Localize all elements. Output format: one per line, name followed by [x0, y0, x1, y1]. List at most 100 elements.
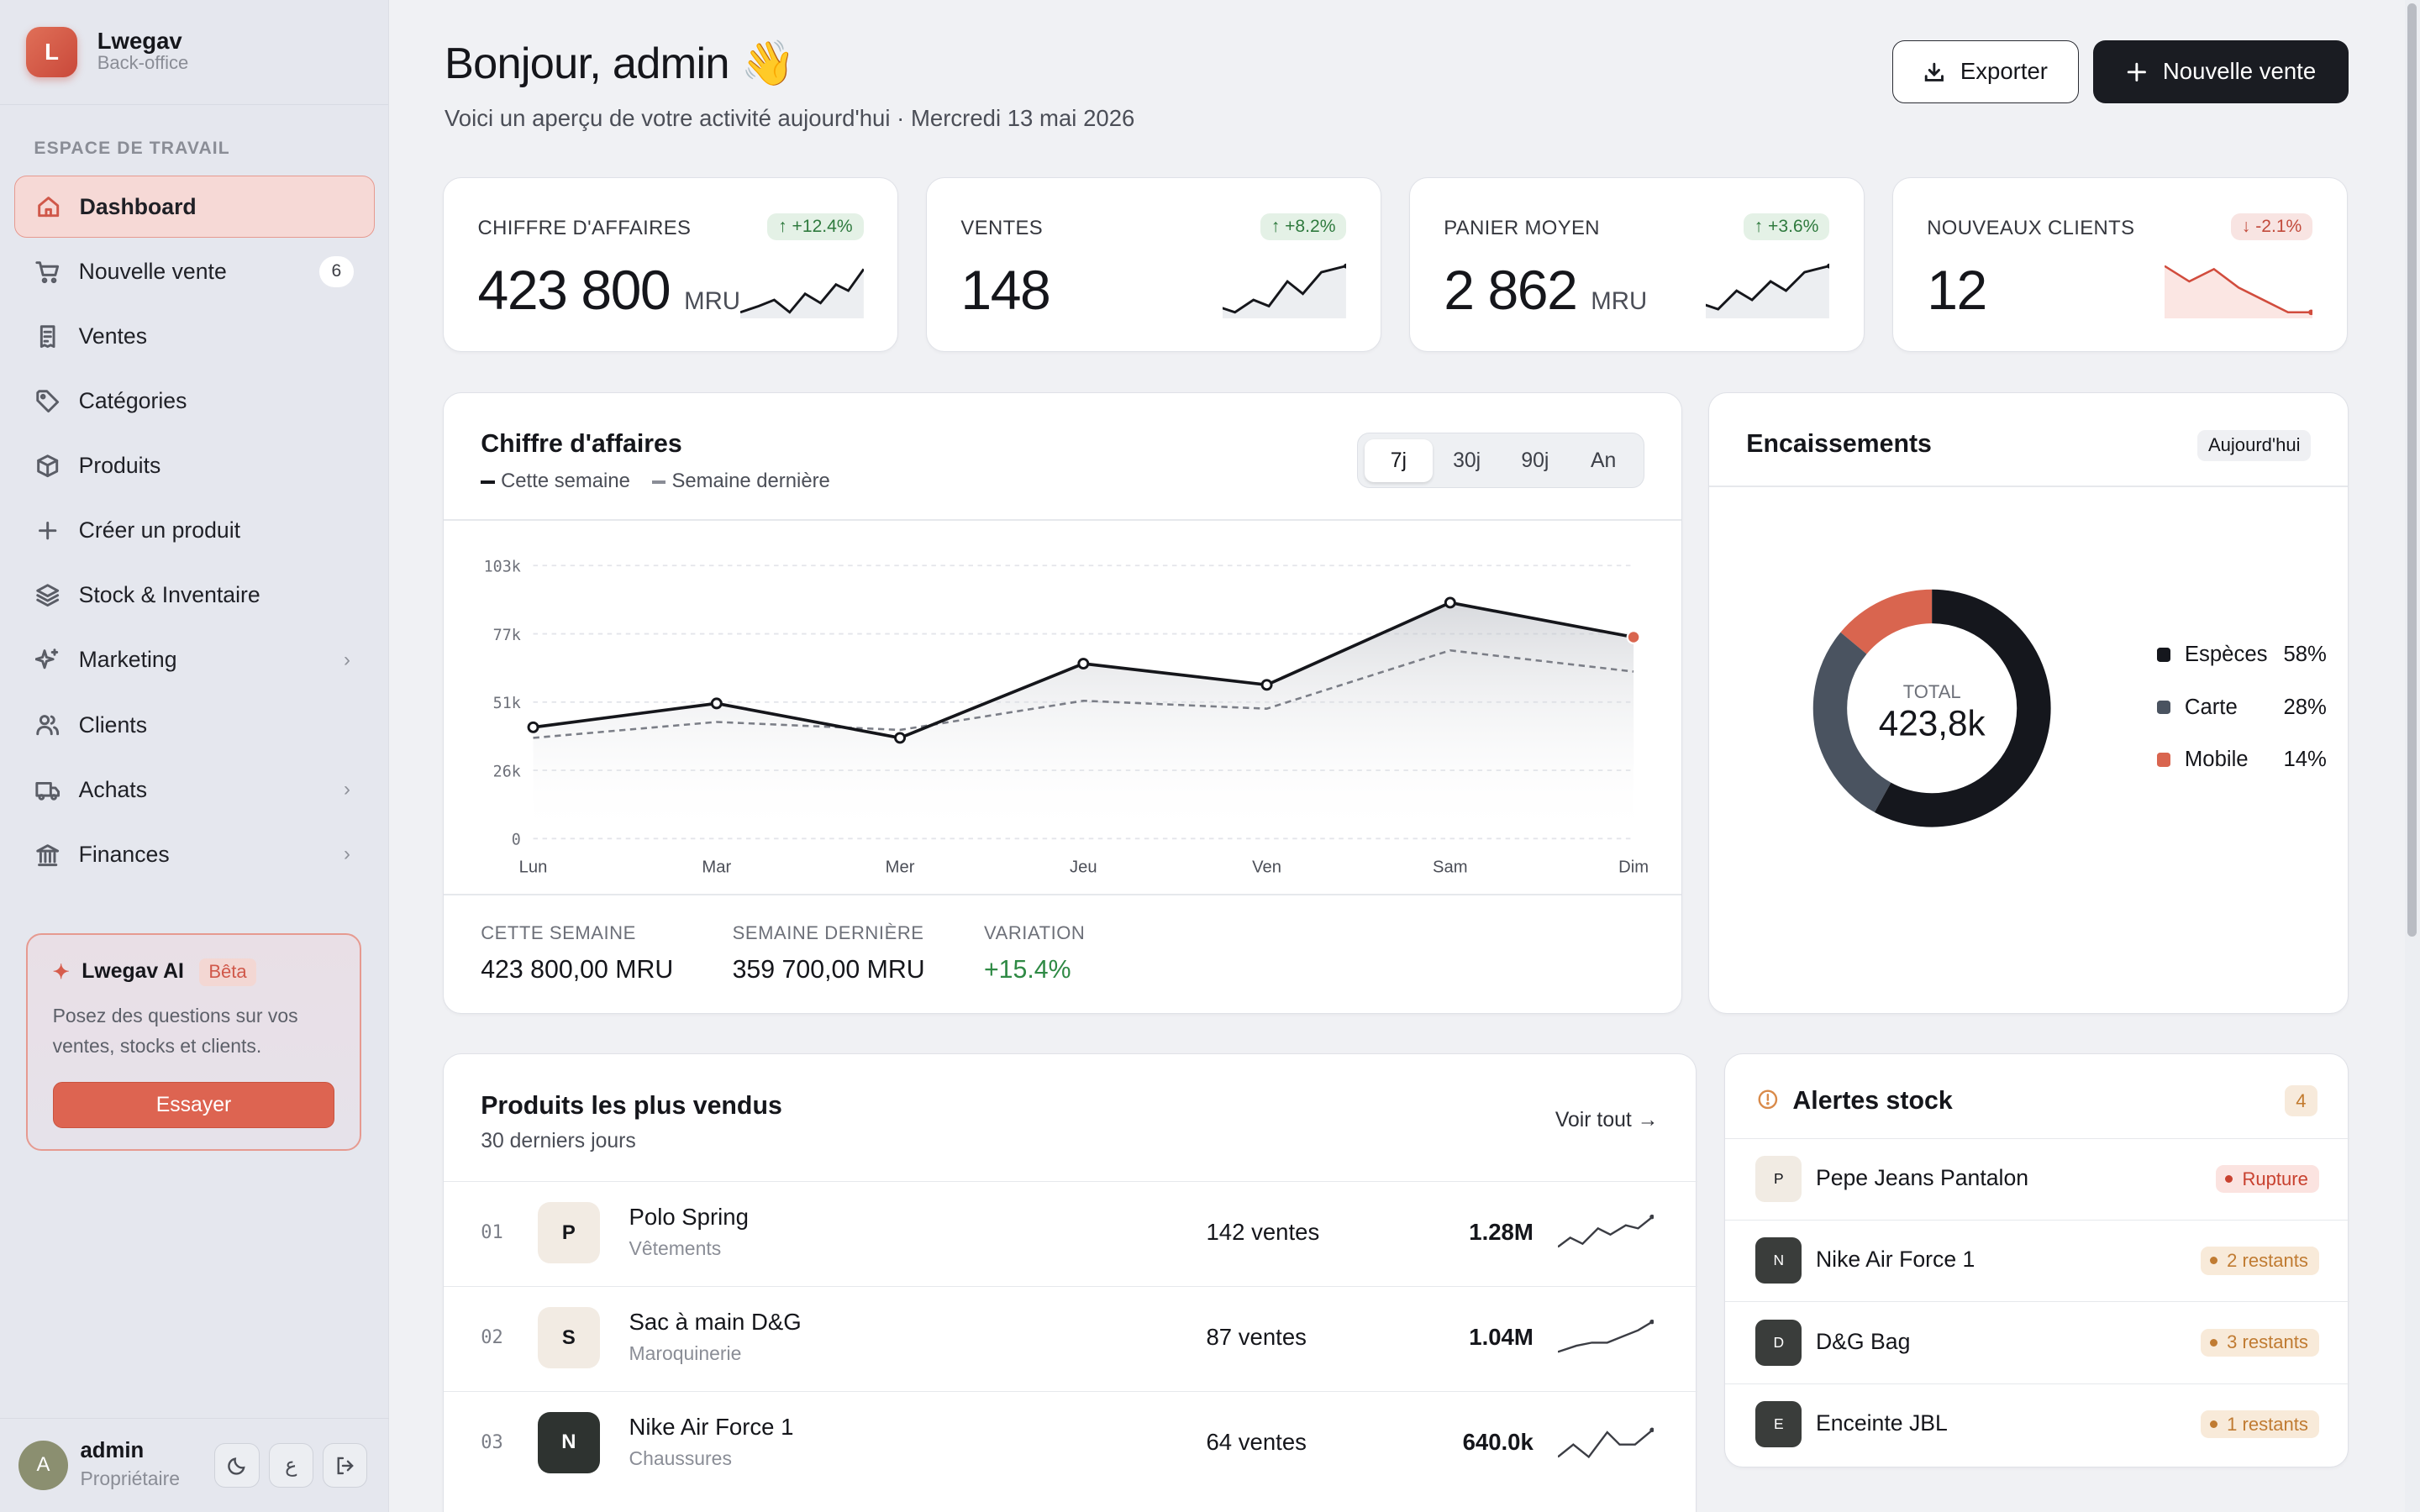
x-tick-label: Jeu [1070, 858, 1097, 877]
stock-status-badge: 2 restants [2200, 1247, 2319, 1275]
kpi-value: 423 800 MRU [477, 259, 741, 322]
new-sale-button[interactable]: Nouvelle vente [2092, 39, 2349, 104]
product-name: Pepe Jeans Pantalon [1815, 1164, 2029, 1190]
brand-name: Lwegav [97, 28, 182, 55]
range-30d[interactable]: 30j [1453, 449, 1481, 472]
sidebar-item-label: Dashboard [79, 193, 197, 219]
chart-legend: Cette semaine Semaine dernière [481, 470, 830, 493]
kpi-value: 2 862 MRU [1444, 259, 1648, 322]
sidebar-item-label: Catégories [78, 387, 187, 413]
list-item[interactable]: P Pepe Jeans Pantalon Rupture [1724, 1137, 2350, 1220]
series-line-previous [533, 648, 1634, 739]
range-selector: 7j 30j 90j An [1357, 433, 1645, 489]
export-button[interactable]: Exporter [1891, 39, 2080, 104]
kpi-delta-badge: ↑ +12.4% [767, 213, 864, 240]
sidebar-item-categories[interactable]: Catégories [14, 370, 376, 432]
sidebar-item-label: Clients [78, 711, 148, 738]
sidebar-item-clients[interactable]: Clients [14, 694, 376, 755]
product-revenue: 1.28M [1469, 1219, 1534, 1246]
kpi-label: CHIFFRE D'AFFAIRES [477, 217, 692, 240]
product-name: Nike Air Force 1 [1815, 1247, 1975, 1273]
table-row[interactable]: 02 S Sac à main D&G Maroquinerie 87 vent… [444, 1285, 1697, 1391]
range-90d[interactable]: 90j [1521, 449, 1549, 472]
donut-total-value: 423,8k [1879, 703, 1986, 743]
range-year[interactable]: An [1590, 449, 1617, 472]
beta-badge: Bêta [199, 958, 256, 987]
x-tick-label: Lun [519, 858, 548, 877]
sidebar-nav: Dashboard Nouvelle vente 6 Ventes Catégo… [13, 176, 376, 888]
download-icon [1924, 62, 1944, 81]
sparkles-icon [35, 648, 59, 669]
sidebar-item-produits[interactable]: Produits [14, 435, 376, 496]
sidebar-item-ventes[interactable]: Ventes [14, 306, 376, 367]
product-thumbnail: P [1755, 1155, 1802, 1202]
product-sales: 142 ventes [1206, 1219, 1320, 1246]
try-ai-button[interactable]: Essayer [52, 1081, 335, 1129]
kpi-value: 148 [960, 259, 1050, 322]
see-all-link[interactable]: Voir tout → [1555, 1108, 1659, 1131]
table-row[interactable]: 01 P Polo Spring Vêtements 142 ventes 1.… [444, 1181, 1697, 1286]
new-sale-label: Nouvelle vente [2162, 58, 2317, 85]
sidebar-item-achats[interactable]: Achats › [14, 759, 376, 821]
sidebar-item-finances[interactable]: Finances › [14, 824, 376, 885]
stat-this-week: CETTE SEMAINE 423 800,00 MRU [481, 921, 674, 984]
legend-previous: Semaine dernière [651, 470, 830, 493]
sidebar-item-creer-produit[interactable]: Créer un produit [14, 500, 376, 561]
sidebar-item-nouvelle-vente[interactable]: Nouvelle vente 6 [14, 241, 376, 302]
range-7d[interactable]: 7j [1364, 438, 1434, 483]
y-tick-label: 26k [493, 763, 521, 780]
page-title: Bonjour, admin 👋 [444, 39, 796, 89]
revenue-chart-card: Chiffre d'affaires Cette semaine Semaine… [443, 391, 1682, 1014]
kpi-card-revenue: CHIFFRE D'AFFAIRES ↑ +12.4% 423 800 MRU [443, 177, 898, 352]
sidebar: L Lwegav Back-office ESPACE DE TRAVAIL D… [0, 0, 389, 1512]
brand-logo: L [26, 26, 77, 78]
sparkles-icon: ✦ [52, 960, 70, 984]
alert-count-badge: 4 [2285, 1085, 2317, 1116]
data-point [1626, 629, 1641, 644]
bank-icon [36, 843, 60, 866]
table-row[interactable]: 03 N Nike Air Force 1 Chaussures 64 vent… [444, 1390, 1697, 1496]
sidebar-item-marketing[interactable]: Marketing › [14, 629, 376, 690]
avatar[interactable]: A [18, 1441, 68, 1490]
home-icon [38, 197, 60, 218]
product-sparkline [1558, 1319, 1655, 1353]
ai-promo-card: ✦ Lwegav AI Bêta Posez des questions sur… [26, 933, 361, 1152]
stock-status-badge: Rupture [2216, 1164, 2319, 1194]
user-bar: A admin Propriétaire ع [0, 1417, 389, 1512]
brand-subtitle: Back-office [97, 51, 189, 73]
top-products-card: Produits les plus vendus 30 derniers jou… [443, 1053, 1697, 1512]
rank: 01 [481, 1221, 503, 1243]
list-item[interactable]: E Enceinte JBL 1 restants [1724, 1383, 2350, 1465]
sidebar-item-label: Achats [78, 776, 148, 802]
donut-slice [1813, 589, 2052, 827]
dark-mode-toggle[interactable] [214, 1442, 260, 1488]
logout-button[interactable] [322, 1442, 368, 1488]
sidebar-item-dashboard[interactable]: Dashboard [13, 176, 376, 238]
stock-status-badge: 1 restants [2200, 1410, 2319, 1439]
kpi-sparkline [739, 268, 864, 319]
data-point [1260, 679, 1273, 691]
kpi-delta-badge: ↑ +8.2% [1260, 213, 1347, 240]
donut-total-label: TOTAL [1903, 681, 1961, 702]
list-item[interactable]: N Nike Air Force 1 2 restants [1724, 1219, 2350, 1301]
card-title: Produits les plus vendus [481, 1091, 782, 1120]
product-category: Vêtements [629, 1237, 722, 1260]
scrollbar[interactable] [2404, 0, 2420, 1512]
legend-mobile: Mobile 14% [2156, 748, 2327, 772]
kpi-sparkline [2164, 265, 2313, 319]
kpi-delta-badge: ↑ +3.6% [1743, 213, 1830, 240]
sidebar-item-stock[interactable]: Stock & Inventaire [14, 564, 376, 626]
kpi-card-sales: VENTES ↑ +8.2% 148 [926, 177, 1381, 352]
product-name: D&G Bag [1815, 1328, 1911, 1354]
card-title: Alertes stock [1792, 1087, 1953, 1116]
product-revenue: 640.0k [1462, 1428, 1534, 1455]
data-point [710, 697, 723, 710]
language-toggle[interactable]: ع [268, 1442, 313, 1488]
users-icon [36, 715, 60, 736]
data-point [894, 732, 907, 744]
scrollbar-thumb[interactable] [2407, 3, 2417, 937]
y-tick-label: 51k [493, 695, 521, 712]
product-name: Polo Spring [629, 1203, 749, 1230]
list-item[interactable]: D D&G Bag 3 restants [1724, 1301, 2350, 1383]
main-content: Bonjour, admin 👋 Voici un aperçu de votr… [389, 0, 2420, 1512]
